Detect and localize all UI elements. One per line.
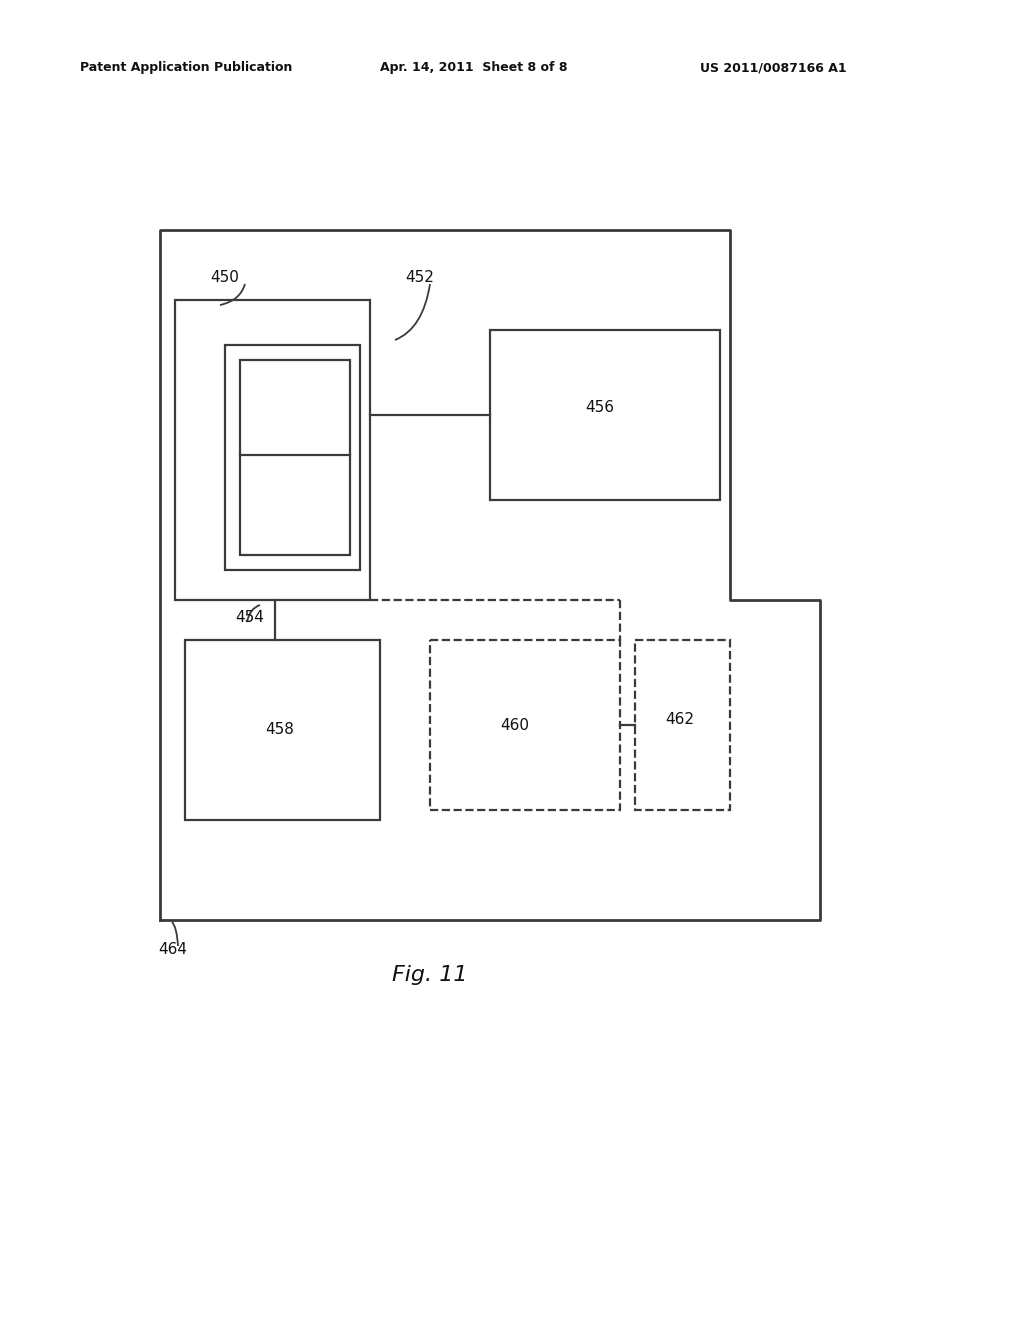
- Text: Fig. 11: Fig. 11: [392, 965, 468, 985]
- Text: 454: 454: [234, 610, 264, 626]
- Text: 456: 456: [586, 400, 614, 416]
- Text: 460: 460: [501, 718, 529, 733]
- Text: 450: 450: [210, 271, 239, 285]
- Bar: [225, 345, 360, 570]
- Text: Apr. 14, 2011  Sheet 8 of 8: Apr. 14, 2011 Sheet 8 of 8: [380, 62, 567, 74]
- Text: 458: 458: [265, 722, 295, 738]
- Text: 464: 464: [158, 942, 187, 957]
- Bar: [185, 640, 380, 820]
- Text: 452: 452: [406, 271, 434, 285]
- Bar: [240, 360, 350, 554]
- Text: Patent Application Publication: Patent Application Publication: [80, 62, 293, 74]
- Bar: [490, 330, 720, 500]
- Bar: [175, 300, 370, 601]
- Text: 462: 462: [666, 713, 694, 727]
- Bar: [430, 640, 620, 810]
- Bar: [635, 640, 730, 810]
- Text: US 2011/0087166 A1: US 2011/0087166 A1: [700, 62, 847, 74]
